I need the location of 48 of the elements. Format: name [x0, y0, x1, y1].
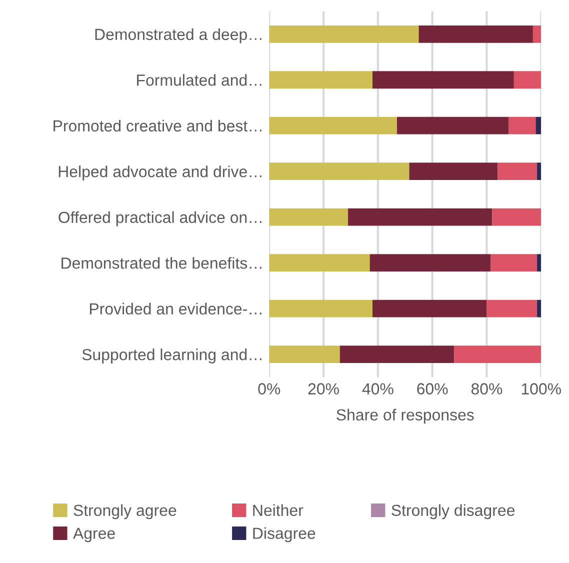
bar	[418, 25, 533, 43]
bar	[490, 254, 538, 272]
legend-label: Strongly disagree	[392, 504, 514, 520]
x-tick-label: 100%	[522, 383, 561, 394]
bar	[269, 162, 410, 180]
x-axis-title: Share of responses	[336, 408, 474, 424]
bar	[348, 208, 492, 226]
bar	[409, 162, 498, 180]
x-tick-label: 40%	[362, 383, 394, 394]
bar	[269, 116, 397, 134]
x-tick-label: 0%	[258, 383, 280, 394]
bar	[269, 71, 372, 89]
x-tick-label: 60%	[417, 383, 448, 394]
bar	[454, 346, 542, 364]
y-tick-label: Promoted creative and best…	[54, 120, 262, 132]
bar	[269, 208, 348, 226]
x-tick-label: 20%	[308, 383, 339, 394]
bar	[537, 254, 542, 272]
bar	[269, 346, 340, 364]
bar	[537, 300, 542, 318]
y-tick-label: Provided an evidence-…	[90, 302, 262, 315]
bar	[498, 162, 538, 180]
bar	[486, 300, 538, 318]
bar	[340, 346, 454, 364]
legend-label: Neither	[253, 504, 304, 516]
y-tick-label: Formulated and…	[137, 74, 262, 86]
legend-label: Strongly agree	[74, 504, 176, 520]
bar	[396, 116, 508, 134]
y-tick-label: Offered practical advice on…	[58, 211, 262, 226]
bar	[492, 208, 542, 226]
y-tick-label: Helped advocate and drive…	[58, 166, 262, 180]
legend-label: Agree	[73, 528, 115, 542]
y-tick-label: Supported learning and…	[82, 348, 262, 364]
bar	[269, 300, 372, 318]
bar	[537, 162, 542, 180]
legend-label: Disagree	[253, 527, 316, 542]
bar	[536, 116, 542, 134]
y-tick-label: Demonstrated a deep…	[95, 28, 262, 44]
y-tick-label: Demonstrated the benefits…	[62, 257, 262, 269]
bar	[508, 116, 536, 134]
bar	[370, 254, 491, 272]
bar	[269, 254, 370, 272]
bar	[532, 25, 542, 43]
bar	[269, 25, 419, 43]
bar	[372, 71, 514, 89]
bar	[372, 300, 487, 318]
bar	[514, 71, 542, 89]
x-tick-label: 80%	[471, 383, 502, 394]
